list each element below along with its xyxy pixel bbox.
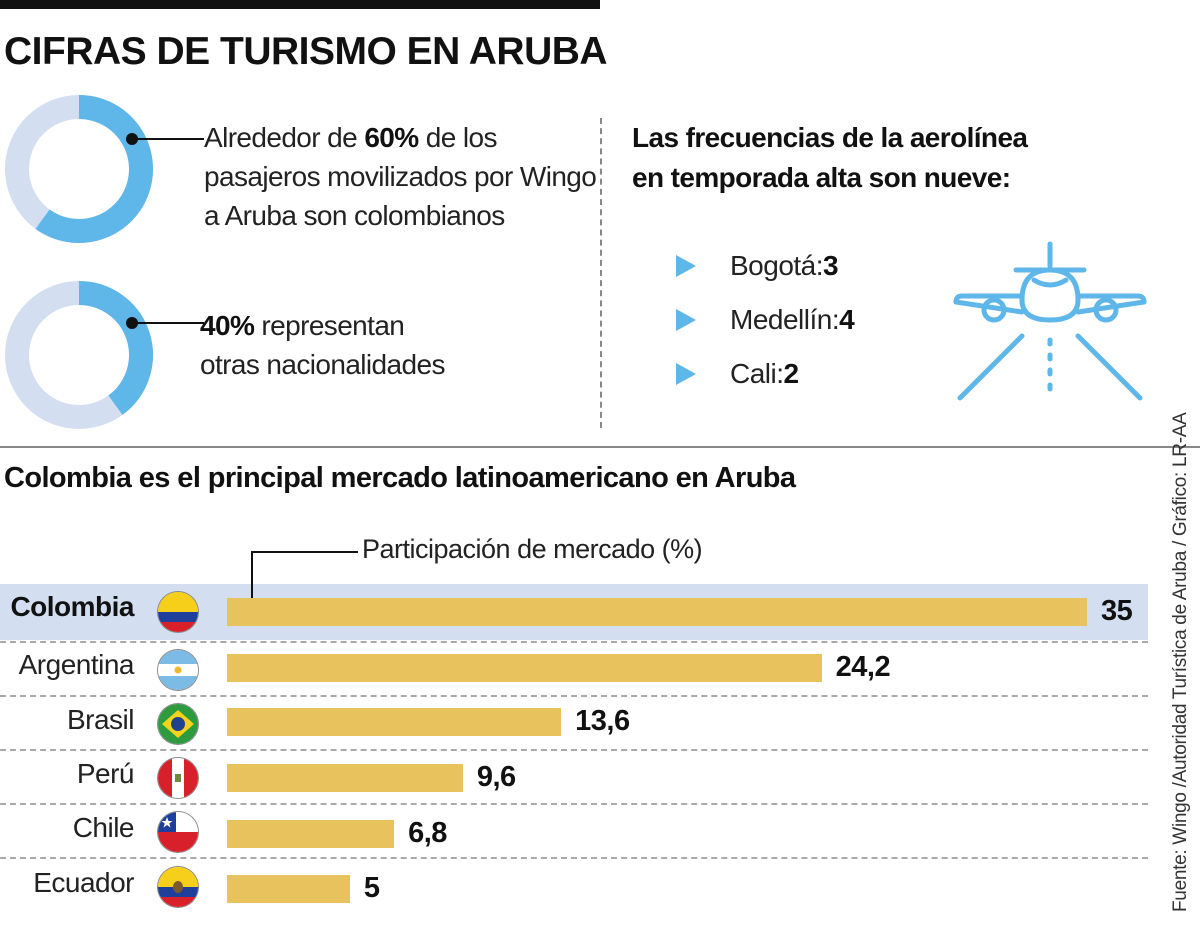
value-label-colombia: 35 [1101,595,1133,627]
chart-title: Colombia es el principal mercado latinoa… [4,462,796,494]
bar-peru [227,764,463,792]
stat-40-text: 40% representan otras nacionalidades [200,310,445,380]
value-label-peru: 9,6 [476,761,516,793]
page-title: CIFRAS DE TURISMO EN ARUBA [4,30,608,73]
donut-60-chart [5,95,153,243]
category-label-chile: Chile [72,812,135,843]
brazil-flag-icon [158,704,198,744]
category-label-argentina: Argentina [18,649,135,680]
row-separator [0,695,1148,697]
chart-legend: Participación de mercado (%) [362,534,703,564]
chile-flag-icon [158,812,198,852]
source-note: Fuente: Wingo /Autoridad Turística de Ar… [1170,412,1191,912]
value-label-ecuador: 5 [363,872,380,904]
row-separator [0,749,1148,751]
frequency-item-cali: Cali: 2 [676,358,799,390]
bar-brasil [227,708,562,736]
row-separator [0,857,1148,859]
frequency-item-medellin: Medellín: 4 [676,304,855,336]
donut-60-leader [126,133,204,145]
stat-40-value: 40% [200,310,255,341]
category-label-ecuador: Ecuador [33,867,134,898]
bar-chile [227,820,395,848]
row-separator [0,641,1148,643]
frequencies-title: Las frecuencias de la aerolínea en tempo… [632,122,1028,193]
stat-60-value: 60% [364,122,419,153]
category-label-colombia: Colombia [10,591,134,622]
category-label-brasil: Brasil [66,704,135,735]
row-separator [0,803,1148,805]
play-arrow-icon [676,363,696,385]
value-label-argentina: 24,2 [835,651,891,683]
peru-flag-icon [158,758,198,798]
play-arrow-icon [676,255,696,277]
ecuador-flag-icon [158,867,198,907]
airplane-runway-icon [953,241,1147,401]
value-label-brasil: 13,6 [575,705,630,737]
donut-60-arc [35,95,153,243]
column-divider [600,118,602,428]
section-divider [0,446,1200,448]
donut-40-chart [5,281,153,429]
frequency-item-bogota: Bogotá: 3 [676,250,839,282]
colombia-flag-icon [158,592,198,632]
bar-argentina [227,654,822,682]
argentina-flag-icon [158,650,198,690]
bar-ecuador [227,875,350,903]
donut-40-arc [78,281,153,415]
play-arrow-icon [676,309,696,331]
bar-colombia [227,598,1087,626]
top-rule [0,0,600,9]
stat-60-text: Alrededor de 60% de los pasajeros movili… [204,122,597,231]
value-label-chile: 6,8 [408,817,447,849]
category-label-peru: Perú [76,758,135,789]
donut-40-leader [126,317,204,329]
